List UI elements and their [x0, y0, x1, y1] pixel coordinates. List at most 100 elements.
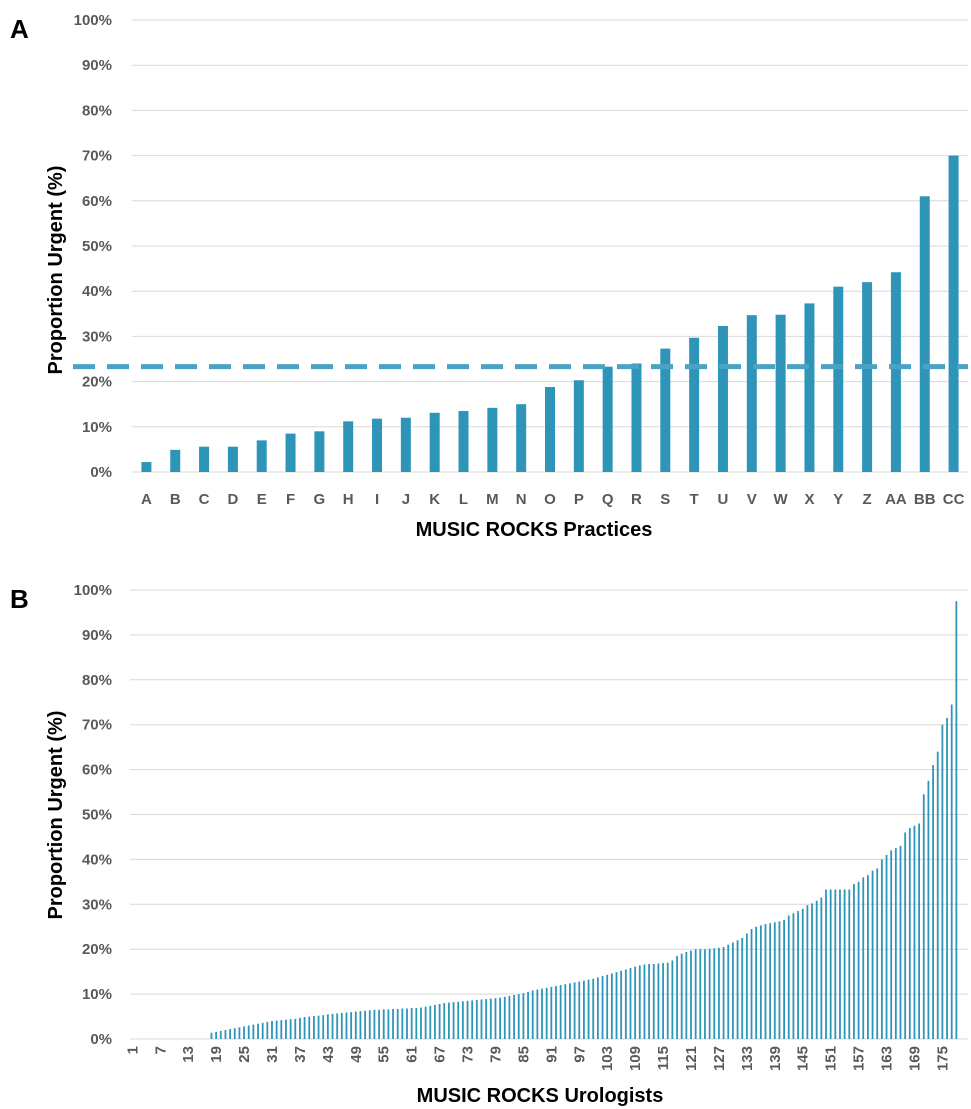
panel-a-y-tick-label: 100% [74, 12, 112, 29]
panel-b-bar [471, 1000, 474, 1039]
panel-b-bar [513, 994, 515, 1039]
panel-a-x-tick-label: Q [602, 491, 614, 508]
panel-b-bar [829, 889, 832, 1039]
panel-b-bar [434, 1004, 436, 1039]
panel-b-bar [638, 965, 641, 1039]
panel-b-bar [406, 1008, 408, 1039]
panel-b-bar [787, 915, 790, 1039]
panel-b-y-tick-label: 10% [82, 986, 112, 1003]
panel-b-bar [894, 848, 897, 1039]
panel-b-y-tick-label: 30% [82, 896, 112, 913]
panel-b-bar [797, 911, 799, 1039]
panel-b-bar [676, 955, 678, 1039]
panel-a-y-tick-label: 60% [82, 193, 112, 210]
panel-b-bar [354, 1011, 357, 1039]
panel-b-x-tick-label: 61 [404, 1046, 421, 1063]
panel-b-bar [662, 963, 664, 1039]
panel-b-label: B [10, 584, 29, 614]
panel-b-bar [415, 1008, 418, 1039]
panel-b-bar [731, 942, 734, 1039]
panel-b-bar [759, 925, 762, 1039]
panel-b-x-tick-label: 31 [264, 1046, 281, 1063]
panel-b-bar [429, 1005, 432, 1039]
panel-a-x-tick-label: Y [833, 491, 843, 508]
panel-b-bar [531, 990, 534, 1039]
panel-b-bar [238, 1027, 241, 1039]
panel-a-bar [170, 449, 181, 472]
panel-b-bar [545, 987, 548, 1039]
panel-b-bar [508, 995, 511, 1039]
panel-b-bar [666, 962, 669, 1039]
panel-a-y-tick-label: 30% [82, 328, 112, 345]
panel-a-bar [919, 196, 930, 472]
panel-b-bar [527, 991, 529, 1039]
panel-b-bar [233, 1028, 236, 1039]
panel-b-bar [573, 982, 576, 1039]
panel-a-bar [227, 446, 238, 472]
panel-b-bar [299, 1017, 301, 1039]
panel-b-bar [252, 1024, 255, 1039]
panel-b-bar [634, 966, 637, 1039]
panel-b-bar [457, 1001, 460, 1039]
panel-b-x-tick-label: 37 [292, 1046, 309, 1063]
panel-a-y-axis-title: Proportion Urgent (%) [45, 166, 67, 375]
panel-b-bar [485, 999, 488, 1039]
panel-b-bar [229, 1029, 231, 1039]
panel-a-bar [545, 387, 555, 472]
panel-b-bar [336, 1013, 339, 1039]
panel-b-bar [494, 998, 497, 1039]
panel-b-bar [690, 950, 692, 1039]
panel-a-y-tick-label: 90% [82, 57, 112, 74]
panel-b-bar [448, 1002, 450, 1039]
panel-b-x-ticks: 1 7 13 19 25 31 37 43 49 55 61 67 73 79 85 91 97 103 109 11… [124, 1046, 951, 1071]
panel-b-bar [741, 937, 744, 1039]
panel-a-bar [775, 314, 786, 472]
panel-a-y-tick-label: 10% [82, 419, 112, 436]
panel-b-bar [704, 949, 706, 1039]
panel-b-bar [550, 986, 553, 1039]
panel-b-bar [815, 900, 818, 1039]
panel-b-bar [596, 977, 599, 1039]
panel-b-bar [387, 1009, 390, 1039]
panel-a-x-tick-label: Z [863, 491, 872, 508]
panel-a-bar [516, 404, 527, 472]
panel-b-bar [792, 913, 795, 1039]
panel-b-x-tick-label: 145 [795, 1046, 812, 1071]
panel-a-x-ticks: A B C D E F G H I J K L M N O P Q R S T U V W X Y Z AA BB CC [141, 491, 965, 508]
panel-b-bar [862, 877, 865, 1039]
panel-a-x-tick-label: U [718, 491, 729, 508]
panel-b-bar [271, 1021, 273, 1039]
panel-b-bar [601, 976, 604, 1039]
panel-b-bar [466, 1000, 469, 1039]
panel-b-bar [257, 1023, 259, 1039]
panel-a-x-tick-label: R [631, 491, 642, 508]
panel-a-y-tick-label: 50% [82, 238, 112, 255]
panel-b-bar [461, 1001, 464, 1039]
panel-b-x-tick-label: 25 [236, 1046, 253, 1063]
panel-b-x-tick-label: 163 [879, 1046, 896, 1071]
panel-b-bar [769, 923, 772, 1039]
panel-b-x-tick-label: 67 [432, 1046, 449, 1063]
panel-b-bar [624, 969, 627, 1039]
panel-b-bar [410, 1008, 413, 1039]
panel-b-bar [615, 972, 618, 1039]
panel-b-bar [718, 947, 720, 1039]
panel-b-x-tick-label: 73 [460, 1046, 477, 1063]
panel-b-bar [922, 794, 925, 1039]
panel-a-x-tick-label: I [375, 491, 379, 508]
panel-a-x-tick-label: G [314, 491, 326, 508]
panel-b-bar [778, 921, 781, 1039]
panel-b-x-tick-label: 127 [711, 1046, 728, 1071]
panel-a-bar [573, 380, 584, 472]
panel-b-bar [880, 859, 883, 1039]
panel-a-gridlines [132, 19, 968, 473]
panel-b-bar [303, 1016, 306, 1039]
panel-b-bar [401, 1008, 404, 1039]
panel-a-bar [602, 366, 613, 472]
panel-b-bar [294, 1018, 297, 1039]
panel-b-y-tick-label: 50% [82, 807, 112, 824]
panel-b-bar [606, 974, 609, 1039]
panel-a-bar [890, 272, 901, 472]
panel-b-bar [825, 889, 827, 1039]
